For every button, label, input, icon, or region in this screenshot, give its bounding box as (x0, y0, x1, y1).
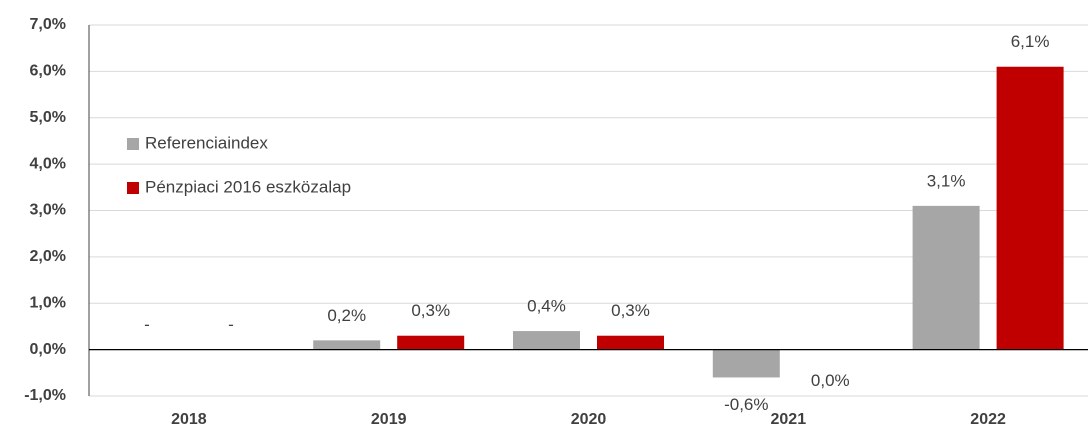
legend-label: Referenciaindex (145, 133, 268, 152)
legend-swatch (127, 182, 139, 194)
value-label: 3,1% (927, 171, 966, 190)
legend-swatch (127, 138, 139, 150)
value-label: 6,1% (1011, 32, 1050, 51)
x-tick-label: 2019 (371, 411, 407, 428)
y-tick-label: 2,0% (30, 248, 66, 265)
value-label: 0,3% (411, 301, 450, 320)
value-label: 0,4% (527, 297, 566, 316)
value-label: 0,0% (811, 371, 850, 390)
x-tick-label: 2021 (771, 411, 807, 428)
bar (313, 340, 381, 350)
y-tick-label: 5,0% (30, 109, 66, 126)
y-tick-label: 4,0% (30, 155, 66, 172)
bar (912, 205, 980, 350)
bar (996, 66, 1064, 350)
value-label: 0,3% (611, 301, 650, 320)
x-tick-label: 2020 (571, 411, 607, 428)
value-label: - (228, 315, 234, 334)
y-tick-label: 0,0% (30, 341, 66, 358)
x-tick-label: 2022 (970, 411, 1006, 428)
y-tick-label: 7,0% (30, 16, 66, 33)
y-tick-label: 3,0% (30, 202, 66, 219)
value-label: - (144, 315, 150, 334)
x-tick-label: 2018 (171, 411, 207, 428)
y-tick-label: -1,0% (24, 387, 66, 404)
bar (597, 335, 664, 350)
bar (397, 335, 465, 350)
bar (712, 349, 780, 378)
bar (513, 331, 580, 350)
value-label: -0,6% (724, 395, 768, 414)
value-label: 0,2% (327, 306, 366, 325)
legend-label: Pénzpiaci 2016 eszközalap (145, 177, 351, 196)
y-tick-label: 1,0% (30, 294, 66, 311)
y-tick-label: 6,0% (30, 63, 66, 80)
